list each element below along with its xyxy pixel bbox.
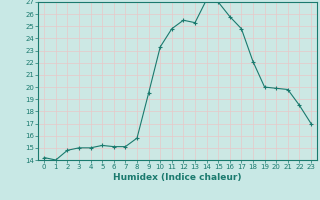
X-axis label: Humidex (Indice chaleur): Humidex (Indice chaleur) (113, 173, 242, 182)
